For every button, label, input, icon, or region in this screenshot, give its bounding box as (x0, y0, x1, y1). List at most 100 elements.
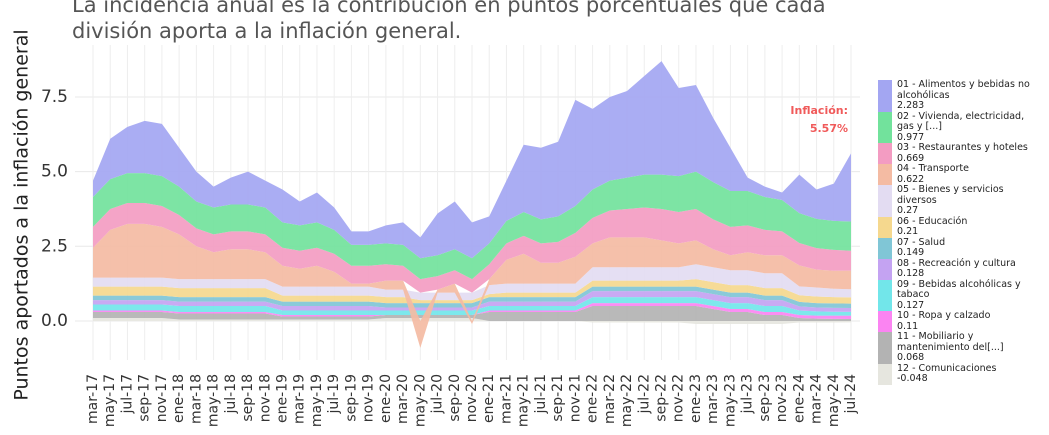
legend-label: 04 - Transporte (897, 163, 969, 174)
legend-value: -0.048 (897, 373, 928, 384)
area (93, 306, 851, 321)
legend-value: 0.128 (897, 268, 925, 279)
legend-item: 08 - Recreación y cultura 0.128 (878, 257, 1043, 280)
x-tick-label: jul-24 (843, 374, 859, 415)
x-tick-label: may-18 (206, 374, 222, 427)
annotation-title: Inflación: (790, 104, 848, 117)
x-tick-label: nov-20 (464, 374, 480, 422)
x-tick-label: mar-23 (705, 374, 721, 424)
legend-value: 0.622 (897, 173, 925, 185)
y-tick-label: 7.5 (41, 87, 68, 107)
legend-value: 0.149 (897, 247, 925, 258)
y-tick-label: 0.0 (41, 311, 68, 331)
legend-label: 07 - Salud (897, 236, 946, 248)
area (93, 223, 851, 348)
legend-label: 12 - Comunicaciones (897, 362, 997, 374)
legend-item: 05 - Bienes y servicios diversos 0.27 (878, 184, 1043, 217)
legend-swatch (878, 237, 892, 259)
x-tick-label: jul-23 (740, 374, 756, 415)
legend-value: 2.283 (897, 100, 925, 111)
x-tick-label: mar-21 (498, 374, 514, 424)
x-tick-label: sep-18 (240, 374, 256, 422)
legend-text: 05 - Bienes y servicios diversos 0.27 (897, 184, 1043, 217)
x-tick-label: sep-22 (654, 374, 670, 422)
legend-swatch (878, 363, 892, 385)
legend-text: 11 - Mobiliario y mantenimiento del[...]… (897, 331, 1043, 364)
x-tick-label: jul-18 (223, 374, 239, 415)
legend-item: 09 - Bebidas alcohólicas y tabaco 0.127 (878, 279, 1043, 311)
legend-value: 0.068 (897, 352, 925, 363)
x-tick-label: may-19 (309, 374, 325, 427)
legend-item: 02 - Vivienda, electricidad, gas y [...]… (878, 110, 1043, 144)
legend-label: 05 - Bienes y servicios diversos (897, 184, 1004, 206)
x-tick-label: mar-17 (85, 374, 101, 424)
x-tick-label: sep-19 (343, 374, 359, 422)
legend: 01 - Alimentos y bebidas no alcohólicas 2… (878, 79, 1043, 385)
area (93, 171, 851, 280)
legend-text: 12 - Comunicaciones -0.048 (897, 362, 997, 385)
area (93, 61, 851, 259)
annotation-value: 5.57% (810, 122, 848, 135)
legend-text: 07 - Salud 0.149 (897, 236, 946, 259)
legend-swatch (878, 332, 892, 364)
x-tick-label: nov-17 (154, 374, 170, 422)
legend-text: 03 - Restaurantes y hoteles 0.669 (897, 142, 1028, 164)
legend-label: 08 - Recreación y cultura (897, 257, 1016, 269)
legend-item: 12 - Comunicaciones -0.048 (878, 362, 1043, 385)
x-tick-label: mar-18 (188, 374, 204, 424)
legend-text: 04 - Transporte 0.622 (897, 163, 969, 185)
legend-swatch (878, 258, 892, 280)
legend-text: 06 - Educación 0.21 (897, 215, 968, 238)
legend-label: 02 - Vivienda, electricidad, gas y [...] (897, 110, 1025, 132)
legend-text: 08 - Recreación y cultura 0.128 (897, 257, 1016, 280)
x-tick-label: mar-22 (602, 374, 618, 424)
chart: La incidencia anual es la contribución e… (11, 0, 860, 427)
y-tick-label: 2.5 (41, 236, 68, 256)
x-tick-label: may-24 (826, 374, 842, 427)
y-tick-label: 5.0 (41, 162, 68, 182)
x-tick-label: mar-20 (395, 374, 411, 424)
legend-swatch (878, 185, 892, 217)
x-tick-label: may-17 (102, 374, 118, 427)
legend-text: 10 - Ropa y calzado 0.11 (897, 310, 990, 332)
x-tick-label: nov-18 (257, 374, 273, 422)
legend-swatch (878, 216, 892, 238)
legend-item: 04 - Transporte 0.622 (878, 163, 1043, 185)
x-tick-label: mar-24 (809, 374, 825, 424)
x-tick-label: may-22 (619, 374, 635, 427)
legend-swatch (878, 279, 892, 311)
x-tick-label: nov-21 (567, 374, 583, 422)
x-tick-label: jul-17 (119, 374, 135, 415)
legend-swatch (878, 143, 892, 164)
x-tick-label: ene-24 (791, 374, 807, 423)
legend-item: 11 - Mobiliario y mantenimiento del[...]… (878, 331, 1043, 364)
x-tick-label: ene-19 (275, 374, 291, 423)
x-tick-label: jul-20 (430, 374, 446, 415)
legend-value: 0.977 (897, 131, 925, 143)
legend-value: 0.27 (897, 205, 919, 216)
legend-swatch (878, 111, 892, 143)
legend-swatch (878, 164, 892, 185)
x-tick-label: nov-23 (774, 374, 790, 422)
legend-label: 06 - Educación (897, 215, 968, 227)
x-tick-label: nov-22 (671, 374, 687, 422)
x-tick-label: may-21 (516, 374, 532, 427)
legend-text: 02 - Vivienda, electricidad, gas y [...]… (897, 110, 1043, 144)
x-tick-label: ene-23 (688, 374, 704, 423)
area (93, 291, 851, 312)
area (93, 202, 851, 293)
x-tick-label: jul-19 (326, 374, 342, 415)
x-tick-label: ene-20 (378, 374, 394, 423)
legend-label: 11 - Mobiliario y mantenimiento del[...] (897, 331, 1004, 353)
legend-item: 07 - Salud 0.149 (878, 236, 1043, 259)
area (93, 264, 851, 301)
area (93, 279, 851, 304)
x-tick-label: may-23 (722, 374, 738, 427)
legend-item: 06 - Educación 0.21 (878, 215, 1043, 238)
x-tick-label: sep-23 (757, 374, 773, 422)
legend-value: 0.127 (897, 299, 925, 311)
legend-swatch (878, 80, 892, 112)
x-tick-label: sep-21 (550, 374, 566, 422)
subtitle: división aporta a la inflación general. (72, 19, 461, 43)
